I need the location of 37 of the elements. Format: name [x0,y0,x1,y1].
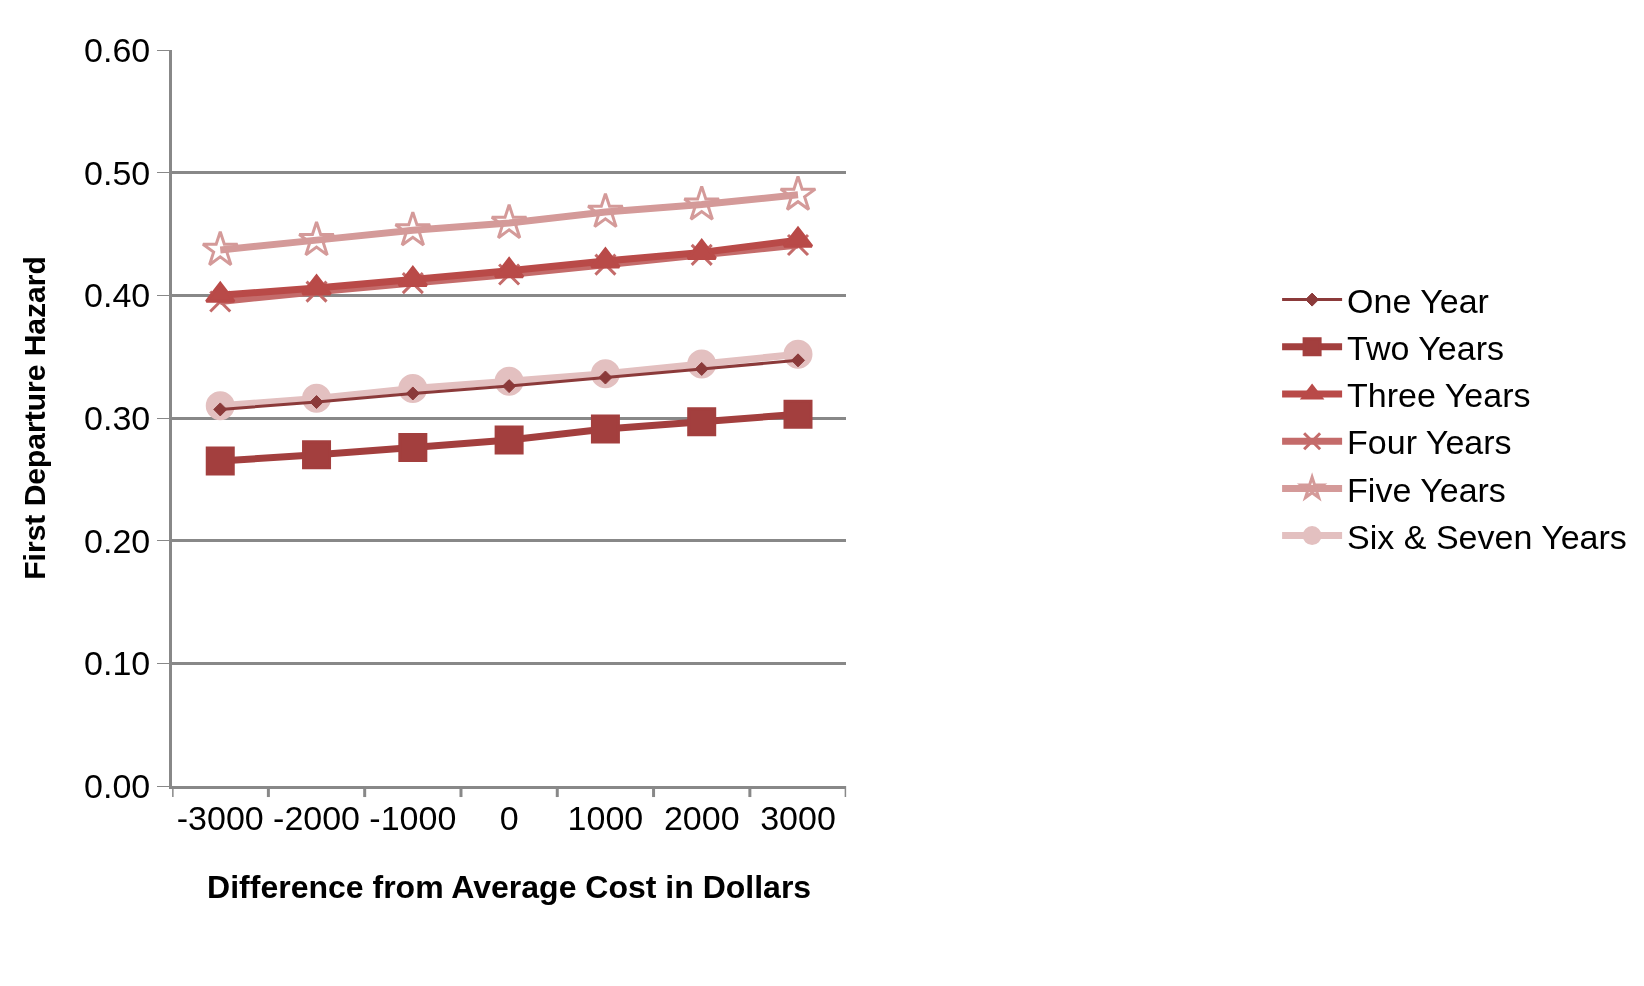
y-tick-label: 0.50 [84,153,151,192]
x-tick-label: 0 [499,798,519,837]
point [490,203,528,240]
legend-label: Five Years [1347,470,1506,509]
x-tick-label: -1000 [369,798,457,837]
point [590,247,621,269]
point [494,425,524,455]
y-axis-title: First Departure Hazard [18,256,52,580]
point [302,440,332,470]
point [394,210,432,247]
point [682,184,721,221]
point [779,175,817,211]
y-tick-label: 0.00 [84,766,151,805]
point [586,192,625,229]
legend-label: Three Years [1347,376,1531,415]
legend-label: Two Years [1347,329,1504,368]
x-tick-label: 2000 [663,798,740,837]
y-tick-label: 0.60 [84,30,151,69]
point [590,414,620,444]
legend-label: Four Years [1347,423,1512,462]
legend-label: One Year [1347,281,1489,320]
point [783,399,813,429]
x-tick-label: -2000 [273,798,361,837]
y-tick-label: 0.30 [84,398,151,437]
point [297,220,336,257]
point [205,446,235,476]
legend-label: Six & Seven Years [1347,517,1627,556]
y-tick-label: 0.20 [84,521,151,560]
x-tick-label: -3000 [176,798,264,837]
point [201,230,240,267]
x-axis-title: Difference from Average Cost in Dollars [207,868,812,905]
y-tick-label: 0.10 [84,644,151,683]
x-tick-label: 1000 [567,798,644,837]
point [398,432,428,462]
point [687,407,717,437]
x-tick-label: 3000 [760,798,836,837]
y-tick-label: 0.40 [84,276,151,315]
